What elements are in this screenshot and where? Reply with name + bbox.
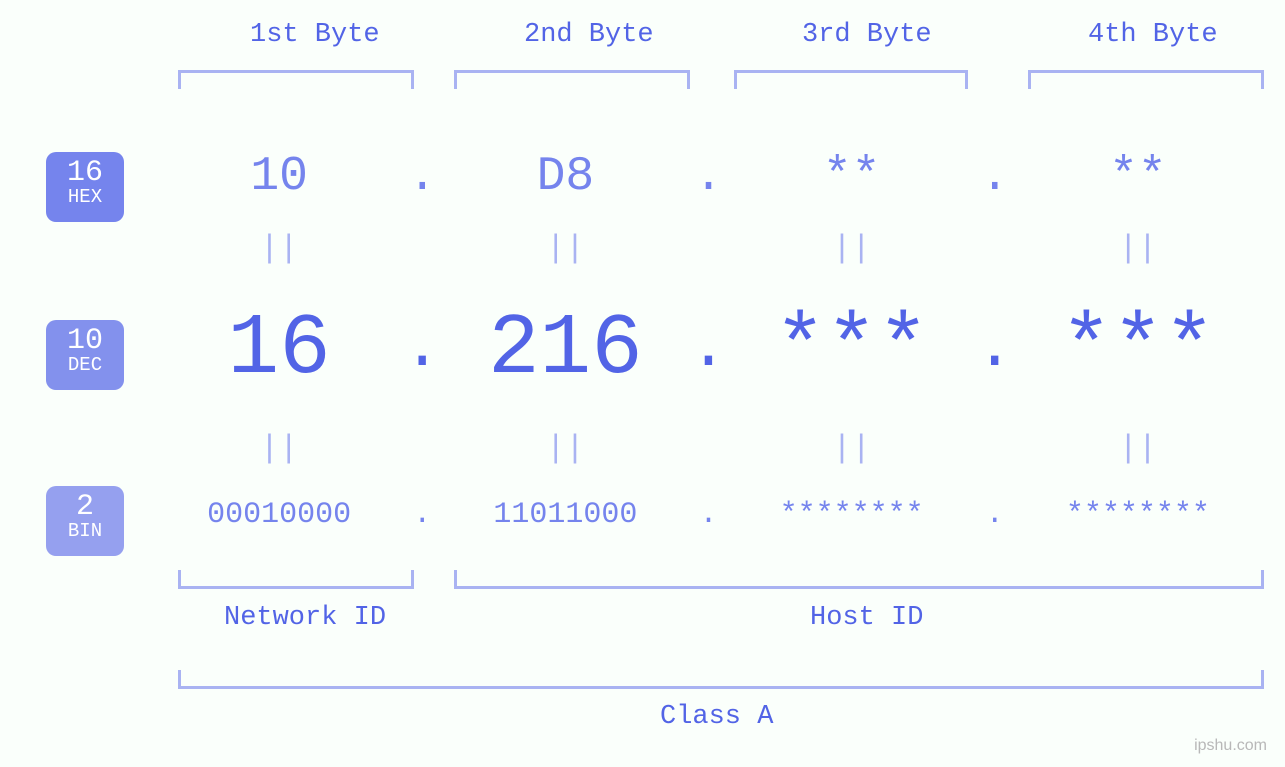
hex-byte-4: **: [1017, 150, 1259, 204]
badge-dec-number: 10: [46, 326, 124, 358]
byte-header-2: 2nd Byte: [524, 20, 654, 50]
dot-separator: .: [973, 313, 1017, 385]
bracket-bottom-host-id: [454, 570, 1264, 589]
dot-separator: .: [687, 150, 731, 204]
equals-icon: ||: [158, 230, 400, 267]
bin-byte-2: 11011000: [444, 498, 686, 532]
bracket-top-byte-1: [178, 70, 414, 89]
dec-byte-2: 216: [444, 300, 686, 398]
ip-bases-diagram: 1st Byte 2nd Byte 3rd Byte 4th Byte 16 H…: [0, 0, 1285, 767]
bracket-bottom-network-id: [178, 570, 414, 589]
badge-bin-label: BIN: [46, 522, 124, 542]
equals-icon: ||: [444, 430, 686, 467]
hex-byte-2: D8: [444, 150, 686, 204]
equals-icon: ||: [158, 430, 400, 467]
equals-icon: ||: [1017, 230, 1259, 267]
source-footer: ipshu.com: [1194, 737, 1267, 755]
badge-hex-label: HEX: [46, 188, 124, 208]
dot-separator: .: [973, 498, 1017, 532]
byte-header-3: 3rd Byte: [802, 20, 932, 50]
bin-byte-3: ********: [731, 498, 973, 532]
dot-separator: .: [400, 498, 444, 532]
bracket-top-byte-2: [454, 70, 690, 89]
base-badge-bin: 2 BIN: [46, 486, 124, 556]
network-id-label: Network ID: [224, 603, 386, 633]
dec-row: 16 . 216 . *** . ***: [158, 300, 1259, 398]
bin-row: 00010000 . 11011000 . ******** . *******…: [158, 498, 1259, 532]
badge-bin-number: 2: [46, 492, 124, 524]
bin-byte-1: 00010000: [158, 498, 400, 532]
base-badge-hex: 16 HEX: [46, 152, 124, 222]
bracket-top-byte-4: [1028, 70, 1264, 89]
host-id-label: Host ID: [810, 603, 923, 633]
base-badge-dec: 10 DEC: [46, 320, 124, 390]
equals-icon: ||: [1017, 430, 1259, 467]
byte-header-1: 1st Byte: [250, 20, 380, 50]
dot-separator: .: [973, 150, 1017, 204]
hex-row: 10 . D8 . ** . **: [158, 150, 1259, 204]
hex-byte-1: 10: [158, 150, 400, 204]
dec-byte-4: ***: [1017, 300, 1259, 398]
equals-icon: ||: [731, 430, 973, 467]
dec-byte-1: 16: [158, 300, 400, 398]
equals-row-1: || . || . || . ||: [158, 230, 1259, 267]
bracket-bottom-class: [178, 670, 1264, 689]
dec-byte-3: ***: [731, 300, 973, 398]
equals-row-2: || . || . || . ||: [158, 430, 1259, 467]
dot-separator: .: [687, 313, 731, 385]
byte-header-4: 4th Byte: [1088, 20, 1218, 50]
class-label: Class A: [660, 702, 773, 732]
bracket-top-byte-3: [734, 70, 968, 89]
equals-icon: ||: [731, 230, 973, 267]
dot-separator: .: [400, 313, 444, 385]
badge-dec-label: DEC: [46, 356, 124, 376]
bin-byte-4: ********: [1017, 498, 1259, 532]
dot-separator: .: [400, 150, 444, 204]
hex-byte-3: **: [731, 150, 973, 204]
badge-hex-number: 16: [46, 158, 124, 190]
equals-icon: ||: [444, 230, 686, 267]
dot-separator: .: [687, 498, 731, 532]
